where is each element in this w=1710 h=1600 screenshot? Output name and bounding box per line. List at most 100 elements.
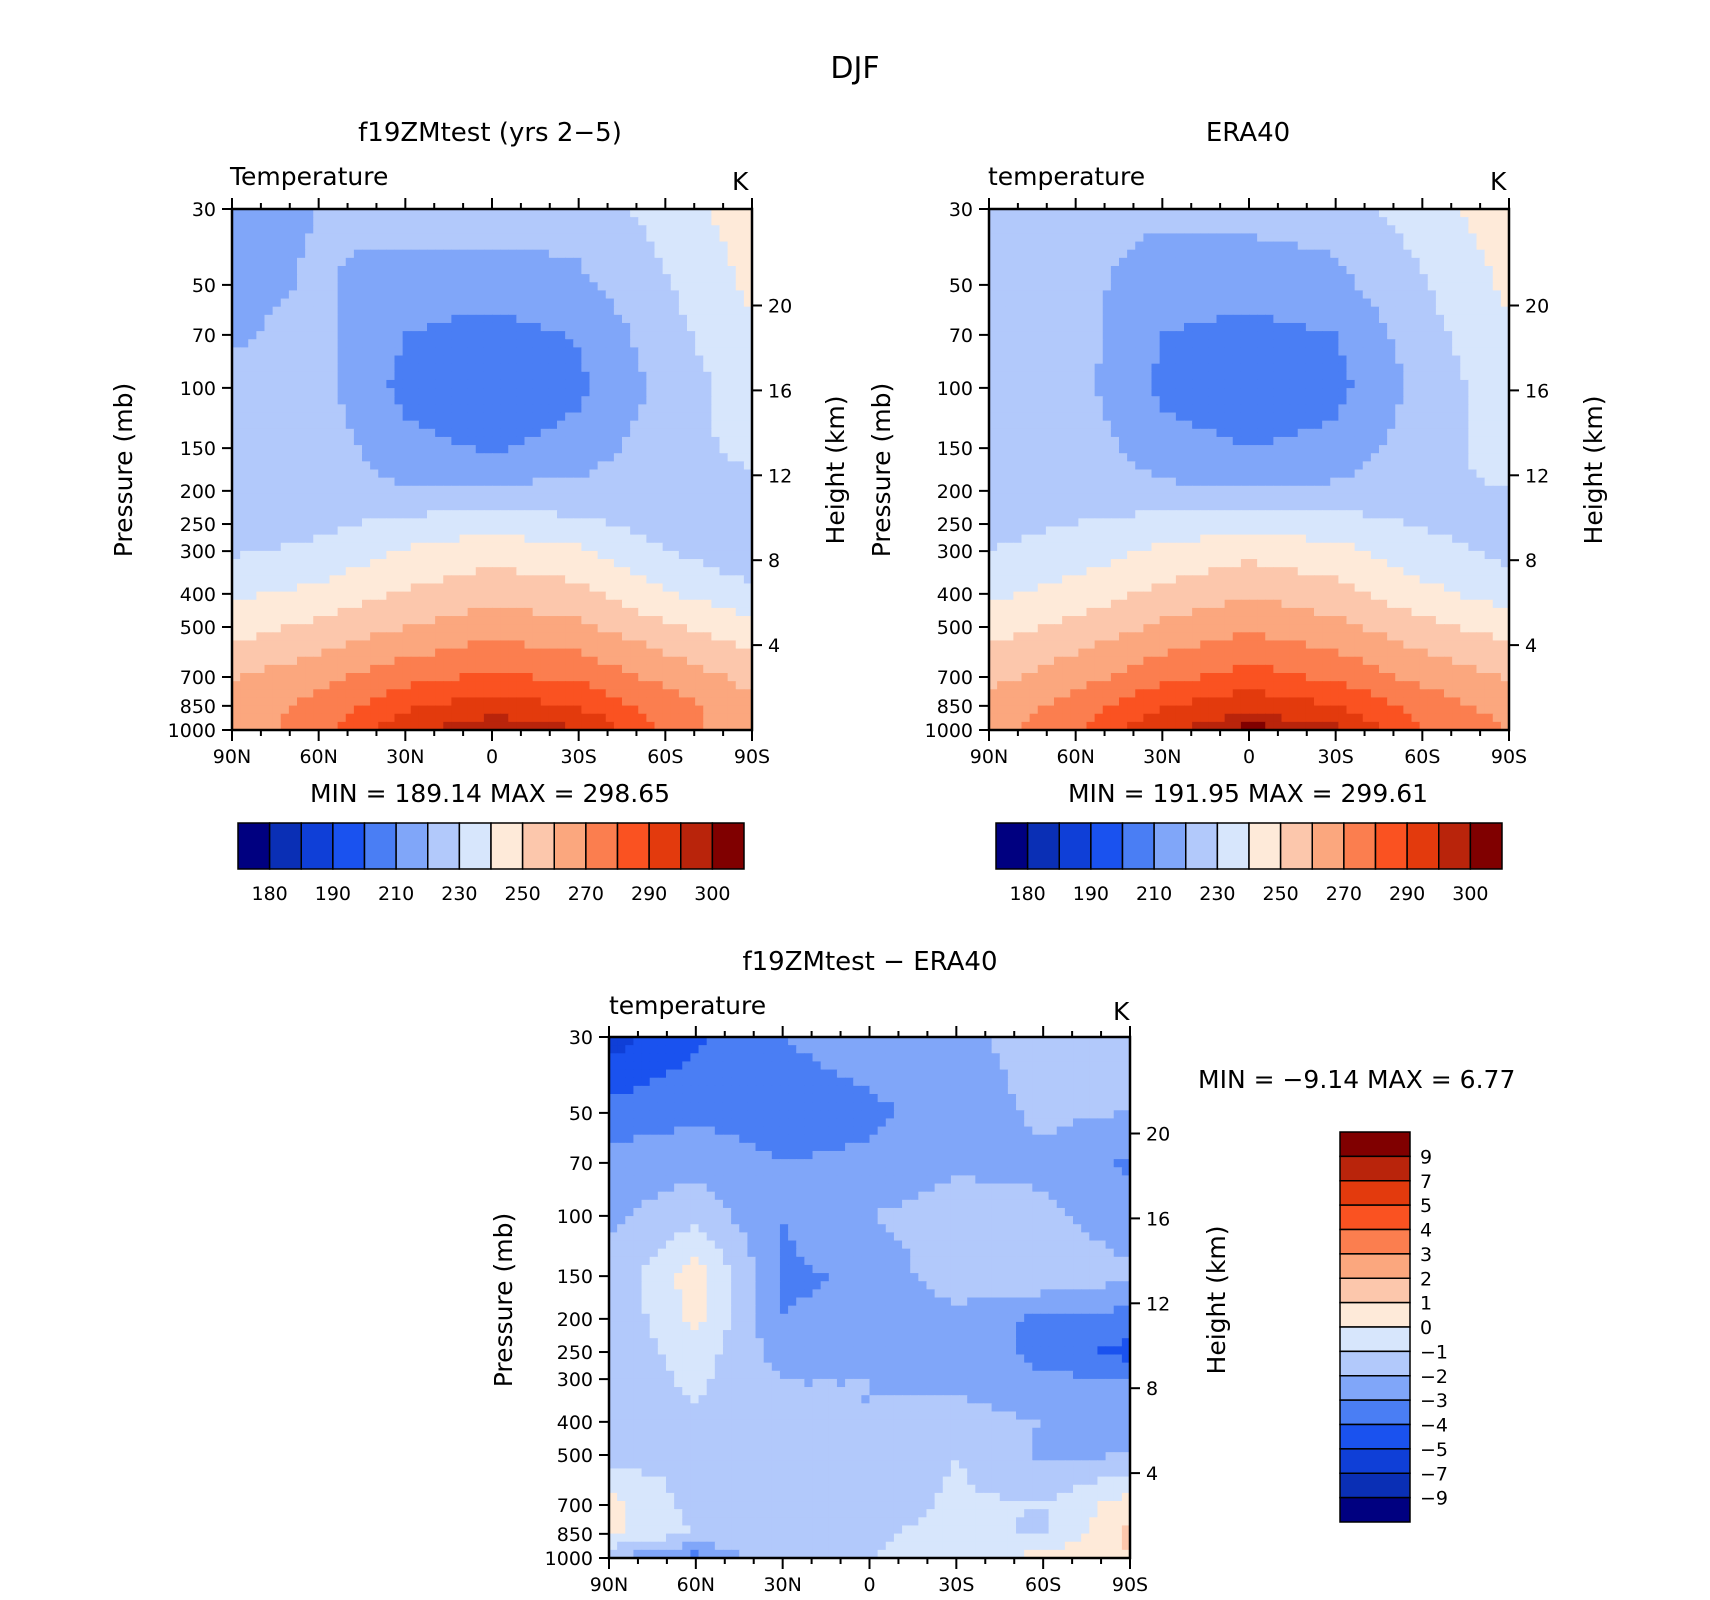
field-cell bbox=[402, 257, 412, 267]
field-cell bbox=[362, 575, 371, 585]
field-cell bbox=[597, 298, 607, 308]
field-cell bbox=[1216, 209, 1226, 218]
field-cell bbox=[1110, 282, 1120, 292]
field-cell bbox=[678, 656, 688, 666]
field-cell bbox=[735, 632, 745, 642]
field-cell bbox=[524, 616, 534, 625]
field-cell bbox=[662, 632, 672, 642]
field-cell bbox=[427, 632, 436, 642]
field-cell bbox=[1289, 225, 1299, 235]
field-cell bbox=[272, 257, 282, 267]
field-cell bbox=[337, 510, 347, 519]
field-cell bbox=[1208, 217, 1218, 226]
field-cell bbox=[589, 233, 599, 243]
field-cell bbox=[1070, 274, 1079, 283]
field-cell bbox=[508, 290, 517, 300]
field-cell bbox=[483, 689, 493, 699]
field-cell bbox=[1151, 241, 1161, 251]
field-cell bbox=[402, 306, 412, 316]
field-cell bbox=[581, 583, 591, 593]
field-cell bbox=[508, 225, 517, 235]
field-cell bbox=[386, 396, 396, 405]
field-cell bbox=[589, 518, 599, 528]
field-cell bbox=[329, 542, 339, 552]
field-cell bbox=[1102, 290, 1112, 300]
field-cell bbox=[370, 485, 379, 495]
field-cell bbox=[1094, 249, 1104, 259]
field-cell bbox=[483, 420, 493, 430]
field-cell bbox=[353, 274, 363, 283]
field-cell bbox=[735, 404, 745, 414]
field-cell bbox=[475, 534, 485, 544]
field-cell bbox=[613, 339, 623, 348]
field-cell bbox=[695, 274, 704, 283]
field-cell bbox=[280, 664, 290, 674]
field-cell bbox=[370, 355, 379, 365]
field-cell bbox=[1086, 257, 1096, 267]
field-cell bbox=[256, 583, 266, 593]
field-cell bbox=[362, 420, 371, 430]
field-cell bbox=[370, 550, 379, 560]
field-cell bbox=[540, 339, 550, 348]
field-cell bbox=[1281, 217, 1291, 226]
field-cell bbox=[532, 648, 542, 658]
field-cell bbox=[638, 379, 647, 389]
field-cell bbox=[1184, 290, 1193, 300]
field-cell bbox=[500, 282, 509, 292]
field-cell bbox=[581, 371, 591, 381]
field-cell bbox=[1460, 290, 1469, 300]
field-cell bbox=[597, 664, 607, 674]
field-cell bbox=[727, 265, 737, 275]
field-cell bbox=[475, 225, 485, 235]
field-cell bbox=[402, 721, 412, 731]
field-cell bbox=[565, 485, 574, 495]
field-cell bbox=[378, 656, 387, 666]
field-cell bbox=[743, 485, 753, 495]
field-cell bbox=[345, 314, 355, 324]
field-cell bbox=[313, 233, 322, 243]
field-cell bbox=[443, 697, 452, 707]
field-cell bbox=[435, 632, 444, 642]
field-cell bbox=[264, 673, 274, 682]
field-cell bbox=[654, 583, 664, 593]
field-cell bbox=[305, 681, 314, 690]
field-cell bbox=[459, 322, 469, 332]
field-cell bbox=[305, 436, 314, 446]
field-cell bbox=[989, 282, 998, 292]
x-tick-label: 60N bbox=[299, 746, 337, 768]
field-cell bbox=[557, 298, 566, 308]
field-cell bbox=[581, 396, 591, 405]
field-cell bbox=[1305, 274, 1315, 283]
field-cell bbox=[1127, 241, 1136, 251]
field-cell bbox=[1232, 265, 1242, 275]
field-cell bbox=[427, 502, 436, 511]
field-cell bbox=[1468, 290, 1478, 300]
field-cell bbox=[345, 322, 355, 332]
field-cell bbox=[646, 510, 656, 519]
field-cell bbox=[605, 428, 615, 438]
field-cell bbox=[687, 322, 696, 332]
field-cell bbox=[1354, 290, 1364, 300]
field-cell bbox=[711, 534, 721, 544]
field-cell bbox=[1078, 225, 1088, 235]
field-cell bbox=[589, 461, 599, 471]
field-cell bbox=[248, 388, 257, 397]
field-cell bbox=[654, 306, 664, 316]
field-cell bbox=[410, 225, 420, 235]
field-cell bbox=[1354, 233, 1364, 243]
field-cell bbox=[735, 567, 745, 576]
field-cell bbox=[272, 559, 282, 568]
field-cell bbox=[695, 640, 704, 650]
field-cell bbox=[483, 550, 493, 560]
field-cell bbox=[1094, 209, 1104, 218]
field-cell bbox=[337, 681, 347, 690]
field-cell bbox=[240, 396, 249, 405]
field-cell bbox=[1086, 290, 1096, 300]
field-cell bbox=[695, 404, 704, 414]
field-cell bbox=[1387, 257, 1396, 267]
field-cell bbox=[573, 583, 582, 593]
field-cell bbox=[500, 518, 509, 528]
field-cell bbox=[719, 673, 729, 682]
field-cell bbox=[524, 331, 534, 340]
field-cell bbox=[435, 371, 444, 381]
